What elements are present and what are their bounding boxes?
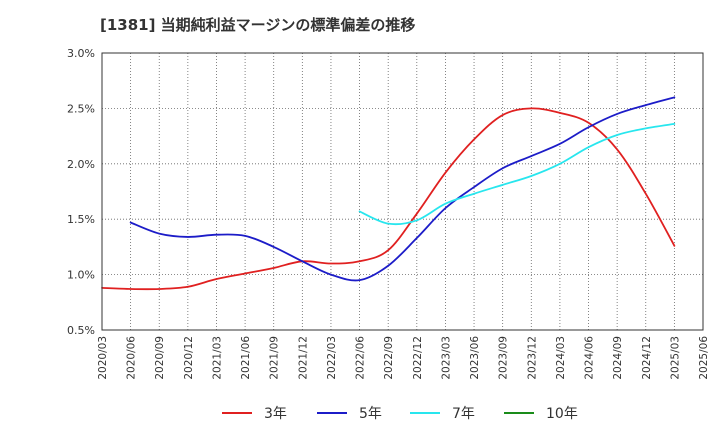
y-tick-label: 2.5% bbox=[67, 102, 95, 115]
series-lines bbox=[101, 96, 676, 291]
y-tick-label: 3.0% bbox=[67, 47, 95, 60]
x-tick-label: 2025/03 bbox=[669, 336, 681, 380]
y-tick-label: 1.0% bbox=[67, 269, 95, 282]
x-tick-label: 2020/03 bbox=[97, 336, 109, 380]
legend-label: 7年 bbox=[452, 406, 475, 422]
y-tick-label: 0.5% bbox=[67, 324, 95, 337]
y-tick-label: 2.0% bbox=[67, 158, 95, 171]
series-line-3 bbox=[358, 123, 676, 226]
y-tick-label: 1.5% bbox=[67, 213, 95, 226]
x-tick-label: 2021/06 bbox=[240, 336, 252, 380]
x-tick-label: 2022/03 bbox=[326, 336, 338, 380]
x-tick-label: 2023/06 bbox=[469, 336, 481, 380]
legend-label: 3年 bbox=[264, 406, 287, 422]
plot-border bbox=[101, 52, 704, 331]
grid-lines bbox=[102, 53, 703, 330]
legend: 3年 5年 7年 10年 bbox=[222, 406, 578, 422]
x-tick-label: 2023/12 bbox=[526, 336, 538, 380]
x-tick-label: 2023/03 bbox=[440, 336, 452, 380]
x-tick-label: 2020/09 bbox=[154, 336, 166, 380]
y-axis-ticks: 0.5% 1.0% 1.5% 2.0% 2.5% 3.0% bbox=[67, 47, 95, 337]
x-tick-label: 2020/12 bbox=[183, 336, 195, 380]
x-tick-label: 2021/03 bbox=[211, 336, 223, 380]
x-axis-ticks: 2020/03 2020/06 2020/09 2020/12 2021/03 2021/… bbox=[97, 336, 710, 380]
series-line-1 bbox=[101, 107, 676, 291]
legend-label: 10年 bbox=[546, 406, 578, 422]
x-tick-label: 2023/09 bbox=[498, 336, 510, 380]
x-tick-label: 2021/12 bbox=[297, 336, 309, 380]
x-tick-label: 2025/06 bbox=[698, 336, 710, 380]
x-tick-label: 2020/06 bbox=[126, 336, 138, 380]
x-tick-label: 2024/09 bbox=[612, 336, 624, 380]
x-tick-label: 2024/03 bbox=[555, 336, 567, 380]
series-line-2 bbox=[129, 96, 676, 282]
x-tick-label: 2022/12 bbox=[412, 336, 424, 380]
x-tick-label: 2021/09 bbox=[269, 336, 281, 380]
legend-label: 5年 bbox=[359, 406, 382, 422]
plot-background bbox=[102, 53, 703, 330]
chart-title: [1381] 当期純利益マージンの標準偏差の推移 bbox=[100, 16, 416, 34]
x-tick-label: 2022/09 bbox=[383, 336, 395, 380]
x-tick-label: 2022/06 bbox=[355, 336, 367, 380]
x-tick-label: 2024/12 bbox=[641, 336, 653, 380]
x-tick-label: 2024/06 bbox=[584, 336, 596, 380]
